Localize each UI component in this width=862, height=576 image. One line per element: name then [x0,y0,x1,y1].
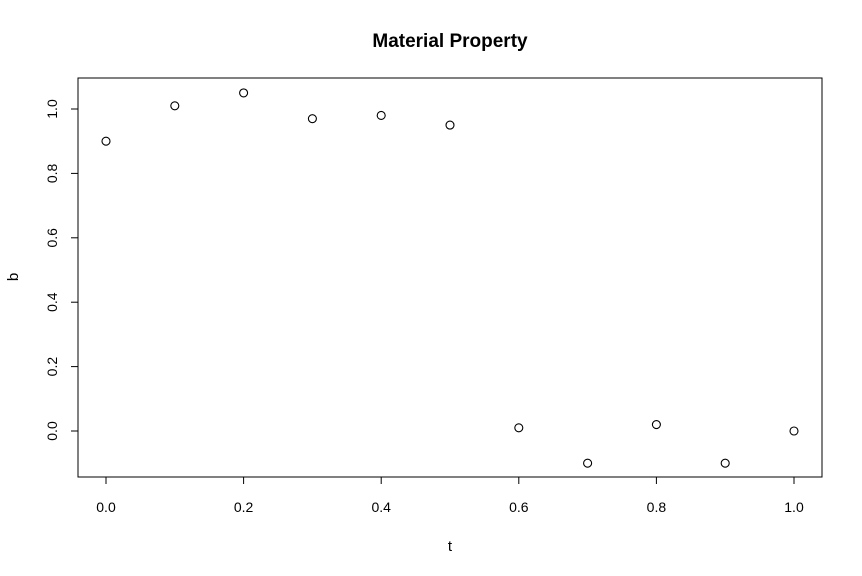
data-point [789,426,799,436]
plot-area-border [77,77,823,478]
x-tick-label: 1.0 [784,499,804,515]
x-tick-label: 0.4 [371,499,391,515]
chart-title: Material Property [372,31,528,52]
y-tick-label: 0.0 [44,421,60,441]
data-point [651,420,661,430]
y-tick-label: 0.8 [44,163,60,183]
x-tick-label: 0.8 [647,499,667,515]
data-points [101,88,799,468]
y-tick-label: 0.6 [44,228,60,248]
y-axis-ticks: 0.0 0.2 0.4 0.6 0.8 1.0 [44,99,78,441]
data-point [239,88,249,98]
x-tick-label: 0.6 [509,499,529,515]
x-axis-ticks: 0.0 0.2 0.4 0.6 0.8 1.0 [96,477,804,515]
data-point [583,458,593,468]
x-tick-label: 0.0 [96,499,116,515]
data-point [514,423,524,433]
y-axis-label: b [5,273,22,281]
y-tick-label: 1.0 [44,99,60,119]
data-point [307,114,317,124]
data-point [720,458,730,468]
x-tick-label: 0.2 [234,499,254,515]
data-point [376,110,386,120]
data-point [170,101,180,111]
data-point [445,120,455,130]
y-tick-label: 0.4 [44,292,60,312]
data-point [101,136,111,146]
x-axis-label: t [448,538,453,555]
y-tick-label: 0.2 [44,357,60,377]
